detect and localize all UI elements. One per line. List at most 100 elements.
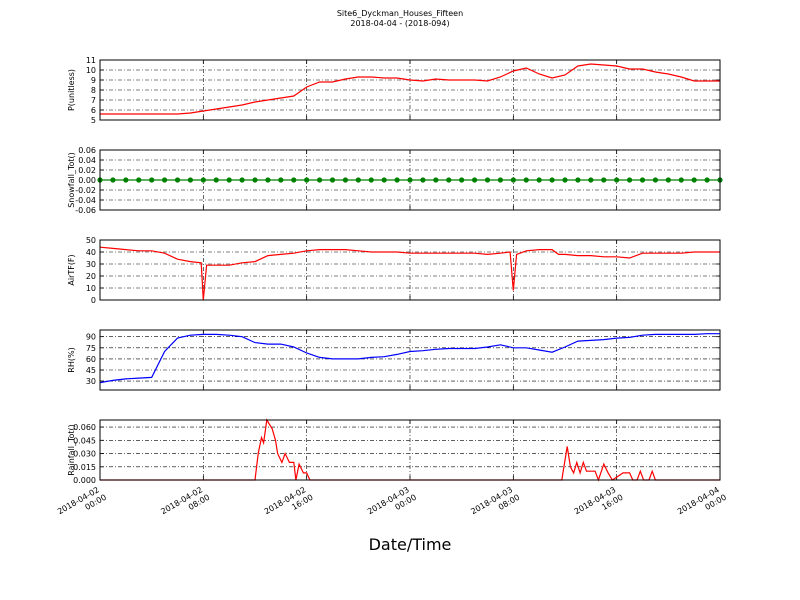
data-point — [652, 177, 659, 183]
data-point — [200, 177, 206, 183]
data-point — [484, 177, 491, 183]
data-line — [99, 333, 720, 384]
y-tick-label: 45 — [86, 366, 96, 375]
y-tick-label: 30 — [86, 377, 96, 386]
y-axis-label: RH(%) — [67, 347, 76, 372]
data-point — [678, 177, 684, 183]
y-tick-label: 0.045 — [73, 436, 96, 445]
chart-title: Site6_Dyckman_Houses_Fifteen — [337, 9, 463, 18]
data-point — [136, 177, 142, 183]
y-tick-label: 0.015 — [73, 463, 96, 472]
x-tick-label: 2018-04-02 16:00 — [263, 484, 315, 525]
data-point — [639, 177, 646, 183]
data-point — [304, 177, 310, 183]
y-tick-label: 8 — [91, 86, 96, 95]
data-point — [691, 177, 697, 183]
y-tick-label: 40 — [86, 248, 96, 257]
data-point — [665, 177, 671, 183]
data-point — [187, 177, 194, 183]
y-tick-label: 7 — [91, 96, 96, 105]
data-point — [316, 177, 323, 183]
y-tick-label: -0.04 — [75, 196, 96, 205]
data-point — [536, 177, 542, 183]
data-point — [381, 177, 387, 183]
data-point — [549, 177, 555, 183]
y-tick-label: 10 — [86, 284, 96, 293]
data-point — [161, 177, 168, 183]
y-tick-label: 0.000 — [73, 476, 96, 485]
data-line — [99, 246, 720, 301]
y-tick-label: 75 — [86, 344, 96, 353]
y-tick-label: 5 — [91, 116, 96, 125]
data-point — [265, 177, 271, 183]
data-point — [588, 177, 594, 183]
y-tick-label: 30 — [86, 260, 96, 269]
y-tick-label: 0.06 — [78, 146, 96, 155]
x-tick-label: 2018-04-03 00:00 — [366, 484, 418, 525]
data-line — [100, 63, 720, 115]
data-point — [471, 177, 478, 183]
data-point — [226, 177, 232, 183]
data-point — [459, 177, 465, 183]
data-point — [626, 177, 633, 183]
x-tick-label: 2018-04-03 16:00 — [573, 484, 625, 525]
x-tick-label: 2018-04-03 08:00 — [469, 484, 521, 525]
y-axis-label: Snowfall_Tot() — [67, 152, 76, 208]
data-point — [278, 177, 284, 183]
data-point — [291, 177, 297, 183]
data-point — [446, 177, 452, 183]
data-point — [510, 177, 516, 183]
data-point — [149, 177, 155, 183]
data-point — [704, 177, 710, 183]
y-axis-label: AirTF(F) — [67, 254, 76, 285]
plot-frame — [99, 59, 721, 121]
y-tick-label: 0.02 — [78, 166, 96, 175]
data-point — [523, 177, 529, 183]
y-axis-label: Rainfall_Tot() — [67, 424, 76, 476]
data-point — [497, 177, 504, 183]
y-axis-label: P(unitless) — [67, 69, 76, 111]
data-point — [239, 177, 245, 183]
data-point — [174, 177, 181, 183]
data-point — [252, 177, 258, 183]
x-tick-label: 2018-04-02 08:00 — [159, 484, 211, 525]
data-point — [110, 177, 116, 183]
chart-subtitle: 2018-04-04 - (2018-094) — [350, 19, 449, 28]
y-tick-label: 0.030 — [73, 450, 96, 459]
x-tick-label: 2018-04-02 00:00 — [56, 484, 108, 525]
plot-frame — [99, 239, 721, 301]
data-point — [601, 177, 607, 183]
y-tick-label: 50 — [86, 236, 96, 245]
x-axis-label: Date/Time — [369, 535, 452, 554]
data-point — [394, 177, 400, 183]
y-tick-label: 60 — [86, 355, 96, 364]
data-point — [342, 177, 349, 183]
y-tick-label: -0.06 — [75, 206, 96, 215]
data-point — [407, 177, 413, 183]
y-tick-label: 0.060 — [73, 423, 96, 432]
y-tick-label: 9 — [91, 76, 96, 85]
data-point — [213, 177, 219, 183]
plot-frame — [99, 149, 721, 211]
data-point — [329, 177, 336, 183]
data-point — [614, 177, 620, 183]
y-tick-label: 10 — [86, 66, 96, 75]
y-tick-label: 0 — [91, 296, 96, 305]
y-tick-label: 11 — [86, 56, 96, 65]
data-point — [355, 177, 361, 183]
x-tick-label: 2018-04-04 00:00 — [676, 484, 728, 525]
y-tick-label: 90 — [86, 333, 96, 342]
y-tick-label: 20 — [86, 272, 96, 281]
y-tick-label: 6 — [91, 106, 96, 115]
data-point — [433, 177, 439, 183]
y-tick-label: -0.02 — [75, 186, 96, 195]
plot-frame — [99, 419, 721, 481]
data-point — [575, 177, 581, 183]
y-tick-label: 0.00 — [78, 176, 96, 185]
y-tick-label: 0.04 — [78, 156, 96, 165]
data-point — [562, 177, 568, 183]
data-point — [368, 177, 374, 183]
data-point — [420, 177, 426, 183]
plot-frame — [99, 329, 721, 391]
